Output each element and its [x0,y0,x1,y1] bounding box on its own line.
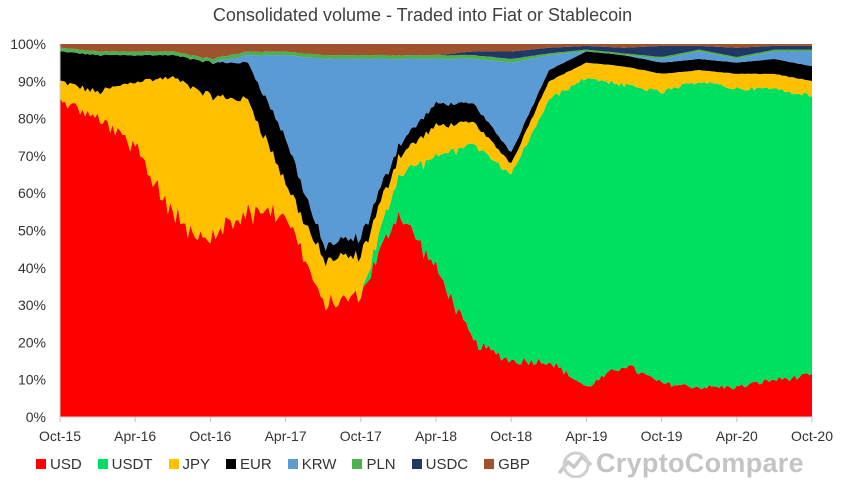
area-krw [60,51,812,251]
legend-swatch [287,459,298,469]
legend-label: USD [50,455,82,473]
y-tick-label: 30% [18,297,46,313]
x-axis: Oct-15 Apr-16 Oct-16 Apr-17 Oct-17 Apr-18 Oct-… [39,416,833,444]
legend-swatch [168,459,179,469]
y-tick-label: 40% [18,260,46,276]
x-tick-label: Apr-19 [565,428,607,444]
area-pln [60,47,812,64]
x-tick-label: Apr-18 [415,428,457,444]
y-tick-label: 10% [18,372,46,388]
legend-swatch [411,459,422,469]
y-tick-label: 20% [18,334,46,350]
x-tick-label: Apr-17 [265,428,307,444]
area-gbp [60,44,812,60]
x-tick-label: Oct-16 [189,428,231,444]
legend: USD USDT JPY EUR KRW PLN USDC GBP [36,452,546,476]
area-usd [60,97,812,418]
y-tick-label: 0% [26,409,46,425]
x-tick-label: Oct-19 [641,428,683,444]
legend-item-eur: EUR [226,456,272,473]
legend-label: USDC [425,455,469,473]
cryptocompare-logo-icon [558,451,592,478]
x-tick-label: Oct-15 [39,428,81,444]
chart-title: Consolidated volume - Traded into Fiat o… [212,5,633,25]
y-tick-label: 50% [18,223,46,239]
legend-swatch [36,459,46,469]
legend-label: KRW [301,455,337,473]
y-tick-label: 90% [18,73,46,89]
x-tick-label: Oct-17 [340,428,382,444]
x-tick-label: Oct-18 [490,428,532,444]
y-tick-label: 60% [18,185,46,201]
legend-label: PLN [366,455,396,473]
x-tick-label: Apr-16 [114,428,156,444]
y-tick-label: 100% [10,36,46,52]
watermark-text: CryptoCompare [596,447,804,478]
cryptocompare-watermark: CryptoCompare [556,446,804,480]
y-axis: 0% 10% 20% 30% 40% 50% 60% 70% 80% 90% 100% [10,36,61,425]
area-usdc [60,45,812,60]
legend-swatch [352,459,363,469]
area-jpy [60,62,812,311]
legend-swatch [97,459,108,469]
legend-swatch [484,459,495,469]
legend-label: GBP [498,455,530,473]
legend-item-usd: USD [36,456,82,473]
legend-item-usdc: USDC [411,455,469,473]
area-layers [60,44,812,418]
legend-label: JPY [182,455,211,473]
legend-label: USDT [111,455,153,473]
legend-item-usdt: USDT [97,455,153,473]
legend-item-jpy: JPY [168,455,211,473]
legend-item-krw: KRW [287,455,337,473]
area-usdt [60,78,812,390]
x-tick-label: Oct-20 [791,428,833,444]
y-tick-label: 70% [18,148,46,164]
legend-swatch [226,459,237,469]
legend-item-gbp: GBP [484,456,530,473]
area-eur [60,51,812,267]
x-tick-label: Apr-20 [716,428,758,444]
legend-label: EUR [240,455,272,473]
legend-item-pln: PLN [352,455,396,473]
y-tick-label: 80% [18,111,46,127]
